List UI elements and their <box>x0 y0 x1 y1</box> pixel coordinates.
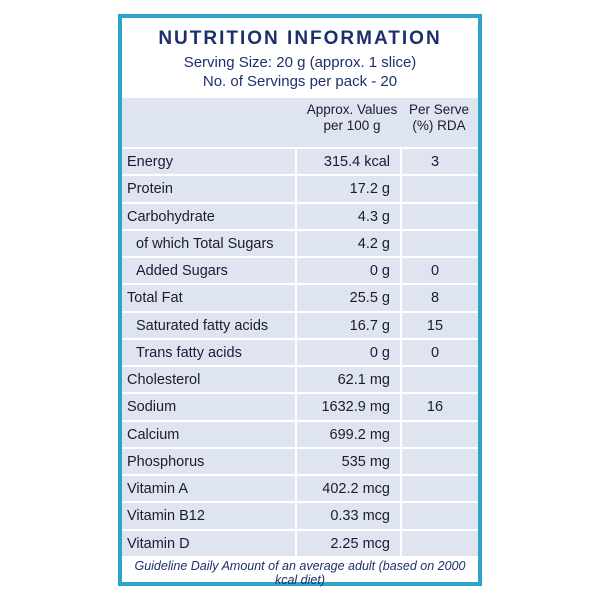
table-row: of which Total Sugars 4.2 g <box>122 228 478 256</box>
amount: 0.33 mcg <box>330 508 390 525</box>
nutrient-name: Trans fatty acids <box>136 344 242 361</box>
table-row: Saturated fatty acids 16.7 g 15 <box>122 310 478 338</box>
amount: 402.2 mcg <box>322 481 390 497</box>
amount: 2.25 mcg <box>330 535 390 552</box>
column-header: Approx. Values per 100 g <box>306 102 398 133</box>
table-row: Protein 17.2 g <box>122 174 478 201</box>
nutrient-name: Added Sugars <box>136 263 228 279</box>
nutrition-panel: NUTRITION INFORMATION Serving Size: 20 g… <box>118 14 482 587</box>
amount: 17.2 g <box>349 181 390 198</box>
rda: 16 <box>426 399 444 416</box>
rda: 0 <box>430 263 440 279</box>
table-row: Trans fatty acids 0 g 0 <box>122 337 478 365</box>
column-header: Per Serve (%) RDA <box>408 102 470 133</box>
table-row: Vitamin D 2.25 mcg <box>122 528 478 556</box>
nutrient-name: Energy <box>127 154 173 170</box>
table-row: Cholesterol 62.1 mg <box>122 365 478 392</box>
table-row: Vitamin A 402.2 mcg <box>122 474 478 501</box>
nutrient-name: Phosphorus <box>127 453 205 470</box>
table-row: Added Sugars 0 g 0 <box>122 256 478 283</box>
amount: 25.5 g <box>349 290 390 307</box>
table-row: Sodium 1632.9 mg 16 <box>122 392 478 419</box>
footnote: Guideline Daily Amount of an average adu… <box>134 559 466 587</box>
column-divider <box>400 147 402 556</box>
servings: No. of Servings per pack - 20 <box>202 73 398 90</box>
nutrient-name: Sodium <box>127 399 177 416</box>
rda: 15 <box>426 317 444 334</box>
nutrient-name: Vitamin D <box>127 535 190 552</box>
table-row: Phosphorus 535 mg <box>122 446 478 474</box>
serving-size: Serving Size: 20 g (approx. 1 slice) <box>183 54 417 71</box>
nutrient-name: Saturated fatty acids <box>136 317 269 334</box>
column-divider <box>295 147 297 556</box>
amount: 699.2 mg <box>329 426 390 443</box>
table-row: Vitamin B12 0.33 mcg <box>122 501 478 528</box>
rda: 3 <box>430 154 440 170</box>
rda: 8 <box>430 290 440 307</box>
rda: 0 <box>430 344 440 361</box>
amount: 4.3 g <box>357 208 390 225</box>
table-row: Total Fat 25.5 g 8 <box>122 283 478 310</box>
amount: 0 g <box>369 263 390 279</box>
amount: 16.7 g <box>349 317 390 334</box>
nutrient-name: Carbohydrate <box>127 208 215 225</box>
table-row: Energy 315.4 kcal 3 <box>122 147 478 174</box>
amount: 4.2 g <box>357 235 390 252</box>
nutrient-name: Calcium <box>127 426 180 443</box>
title: NUTRITION INFORMATION <box>158 28 442 49</box>
table-row: Calcium 699.2 mg <box>122 419 478 447</box>
nutrition-table: Approx. Values per 100 g Per Serve (%) R… <box>122 98 478 556</box>
nutrient-name: of which Total Sugars <box>136 235 274 252</box>
amount: 1632.9 mg <box>321 399 390 416</box>
amount: 315.4 kcal <box>323 154 390 170</box>
amount: 62.1 mg <box>337 372 390 388</box>
nutrient-name: Protein <box>127 181 173 198</box>
nutrient-name: Vitamin B12 <box>127 508 205 525</box>
table-row: Carbohydrate 4.3 g <box>122 201 478 229</box>
amount: 535 mg <box>341 453 390 470</box>
nutrient-name: Total Fat <box>127 290 183 307</box>
nutrient-name: Vitamin A <box>127 481 188 497</box>
amount: 0 g <box>369 344 390 361</box>
nutrient-name: Cholesterol <box>127 372 201 388</box>
